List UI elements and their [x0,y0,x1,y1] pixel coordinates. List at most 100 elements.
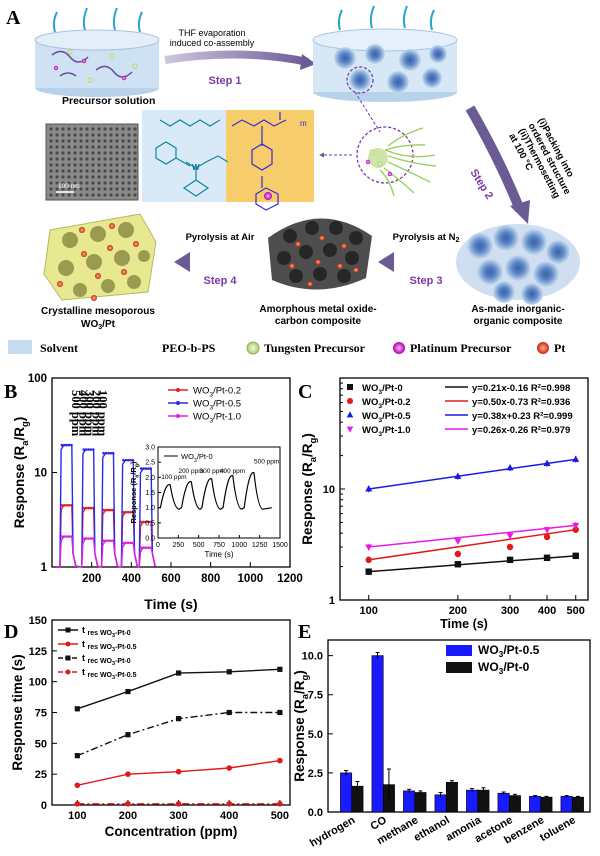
data-point [506,543,514,551]
data-point [67,535,71,538]
legend-solvent-swatch [8,340,32,354]
data-point [126,541,130,545]
legend-marker [347,384,353,390]
category-label: toluene [538,814,578,844]
y-tick-label: 2.5 [308,768,323,780]
y-tick-label: 25 [35,769,47,781]
data-point [122,458,125,462]
legend-pt-label: Pt [554,341,565,355]
data-point [572,552,579,560]
data-point [84,537,88,540]
data-point [60,443,64,447]
y-tick-label: 0.0 [308,807,323,819]
data-point [144,520,148,524]
data-point [67,503,71,507]
crystalline-label-2: WO3/Pt [81,319,116,331]
legend-swatch [446,645,472,656]
y-tick-label: 125 [29,646,47,658]
x-axis-label: Concentration (ppm) [105,824,238,839]
data-point [129,541,132,545]
chart-panel-d: 100 200 300 400 500 0 25 50 75 100 125 150 Concentra… [10,615,291,839]
legend-tungsten-label: Tungsten Precursor [264,341,366,355]
data-point [104,451,108,455]
concentration-label: 300 ppm [83,390,97,437]
legend-solvent-label: Solvent [40,341,78,355]
y-axis-label: Response (Ra/Rg) [292,670,311,782]
legend-marker [65,669,71,675]
x-tick-label: 200 [449,605,467,617]
legend-marker [347,398,353,404]
legend-label: t res WO3-Pt-0 [82,625,131,639]
data-point [543,459,551,466]
legend-marker [176,401,180,405]
inset-series-line [158,472,272,510]
legend-marker [65,627,71,633]
data-point [65,503,68,507]
concentration-label: 500 ppm [69,390,83,437]
data-point [543,533,551,541]
inset-peak-label: 100 ppm [161,474,186,481]
data-point [60,535,64,538]
data-point [107,539,110,542]
legend-label: t rec WO3-Pt-0.5 [82,667,137,681]
x-axis-label: Time (s) [144,596,197,612]
data-point [104,539,108,542]
data-point [124,510,128,514]
data-point [87,506,90,510]
legend-label: WO3/Pt-0 [362,383,403,396]
y-tick-label: 10 [323,484,335,496]
legend-platinum-marker [393,342,405,354]
zoom-circle-small [346,66,374,94]
panel-letter-a: A [6,7,21,29]
legend-label: WO3/Pt-0.5 [362,411,411,424]
x-tick-label: 200 [119,810,137,822]
legend-peo-label: PEO-b-PS [162,341,216,355]
solvent-wisps-right [337,5,435,31]
data-point [365,485,373,492]
y-tick-label: 10.0 [302,651,323,663]
inset-x-tick-label: 0 [156,542,160,549]
inset-y-label: Response (Ra/Rg) [129,461,140,523]
y-axis-label: Response time (s) [10,654,25,770]
data-point [65,443,68,447]
data-point [102,539,105,542]
polymer-structure [231,112,287,211]
data-point [506,533,514,540]
legend-fit-label: y=0.38x+0.23 R²=0.999 [472,411,573,422]
inset-legend-label: WO3/Pt-0 [181,452,213,464]
legend-label: WO3/Pt-0.5 [193,399,241,412]
data-point [131,458,135,462]
data-point [111,539,115,542]
inset-peak-label: 300 ppm [199,468,224,475]
data-point [122,541,125,545]
crystalline-mesoporous [43,213,157,301]
data-point [175,716,182,722]
legend-label: WO3/Pt-0 [478,660,530,676]
legend-label: WO3/Pt-0.5 [478,643,540,659]
data-point [89,506,93,510]
data-point [147,546,150,550]
data-point [109,508,113,512]
legend-fit-label: y=0.50x-0.73 R²=0.936 [472,397,570,408]
step4-label: Step 4 [203,275,237,287]
inset-y-tick-label: 0.5 [145,520,155,527]
data-point [67,443,71,447]
y-tick-label: 1 [329,595,335,607]
x-tick-label: 400 [122,573,141,585]
legend-swatch [446,662,472,673]
bar [497,792,510,813]
data-point [226,709,232,716]
schematic-panel: A Precursor solution THF evaporation ind… [6,5,580,355]
solvent-wisps-left [52,7,143,33]
data-point [111,451,115,455]
legend-fit-label: y=0.21x-0.16 R²=0.998 [472,383,570,394]
data-point [226,800,233,807]
x-tick-label: 400 [538,605,556,617]
data-point [89,537,93,540]
data-point [70,535,73,538]
x-tick-label: 200 [82,573,101,585]
x-tick-label: 100 [68,810,86,822]
data-point [543,527,551,534]
tem-image [45,123,139,201]
